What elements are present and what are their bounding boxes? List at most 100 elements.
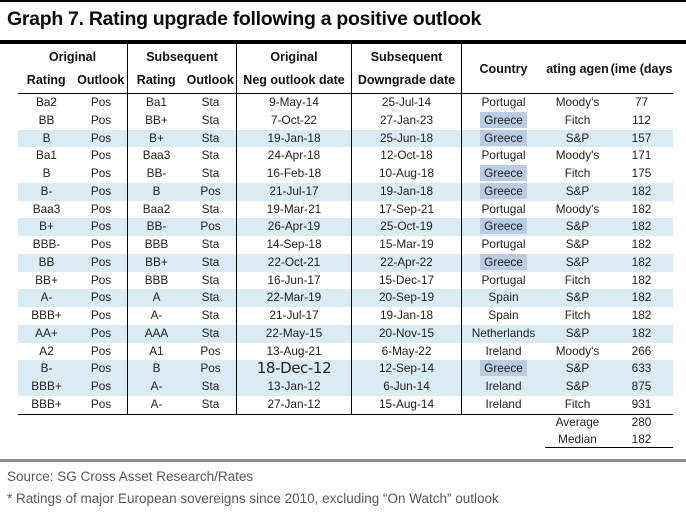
cell-neg-outlook-date: 21-Jul-17 [237, 307, 352, 325]
cell-downgrade-date: 17-Sep-21 [352, 200, 462, 219]
cell-rating-agency: S&P [565, 290, 590, 305]
cell-subsequent-outlook: Sta [185, 165, 237, 183]
cell-subsequent-outlook: Pos [185, 182, 237, 201]
cell-original-outlook: Pos [75, 289, 128, 308]
cell-subsequent-rating: AAA [144, 325, 169, 340]
figure-title: Graph 7. Rating upgrade following a posi… [7, 8, 482, 30]
cell-neg-outlook-date: 22-Oct-21 [237, 253, 352, 272]
cell-downgrade-date: 25-Jul-14 [352, 94, 462, 112]
cell-subsequent-outlook: Sta [185, 236, 237, 254]
cell-downgrade-date: 25-Oct-19 [352, 218, 462, 237]
cell-time-days: 112 [632, 112, 651, 127]
header-subsequent-outlook: Outlook [186, 73, 234, 87]
cell-subsequent-outlook: Sta [185, 111, 237, 130]
country-highlight: Greece [480, 218, 527, 235]
header-subsequent-rating: Rating [136, 73, 176, 87]
cell-country: Portugal [481, 201, 526, 216]
cell-original-outlook: Pos [75, 218, 128, 237]
table-row: BBB+ Pos A- Sta 21-Jul-17 19-Jan-18 Spain Fitch… [18, 307, 673, 325]
cell-country: Greece [462, 182, 545, 201]
header-original-outlook: Outlook [77, 73, 125, 87]
cell-time-days: 875 [631, 379, 652, 394]
cell-original-outlook: Pos [75, 324, 128, 343]
cell-original-outlook: Pos [75, 236, 128, 254]
footer-divider-rule [0, 459, 686, 462]
table-row: BBB+ Pos A- Sta 27-Jan-12 15-Aug-14 Ireland Fit… [18, 396, 673, 414]
footer: Source: SG Cross Asset Research/Rates * … [7, 466, 683, 509]
cell-subsequent-outlook: Sta [185, 271, 237, 290]
cell-rating-agency: Moody's [555, 95, 600, 109]
cell-rating-agency: S&P [565, 219, 590, 234]
cell-country: Ireland [485, 379, 522, 394]
header-neg-outlook-sub: Neg outlook date [243, 73, 345, 87]
table-row: B Pos B+ Sta 19-Jan-18 25-Jun-18 Greece S&P 157 [18, 129, 673, 148]
cell-country: Greece [462, 360, 545, 378]
cell-country: Portugal [481, 237, 526, 252]
cell-subsequent-rating: BBB [144, 272, 169, 287]
cell-time-days: 266 [631, 343, 652, 358]
cell-time-days: 182 [631, 237, 652, 252]
cell-original-rating: BBB+ [31, 308, 62, 323]
cell-time-days: 182 [631, 219, 652, 234]
cell-downgrade-date: 19-Jan-18 [352, 307, 462, 325]
cell-original-rating: B+ [39, 219, 54, 234]
table-row: A2 Pos A1 Pos 13-Aug-21 6-May-22 Ireland Moody'… [18, 342, 673, 361]
cell-rating-agency: Moody's [555, 201, 600, 216]
cell-subsequent-rating: BB+ [145, 112, 168, 127]
cell-time-days: 182 [631, 183, 652, 198]
cell-country: Portugal [481, 148, 526, 163]
header-original-title: Original [48, 50, 97, 64]
cell-rating-agency: S&P [565, 183, 590, 198]
cell-time-days: 175 [631, 166, 652, 181]
cell-neg-outlook-date: 19-Jan-18 [237, 129, 352, 148]
header-neg-outlook-title: Original [270, 50, 318, 64]
cell-subsequent-outlook: Sta [185, 129, 237, 148]
cell-neg-outlook-date: 9-May-14 [237, 94, 352, 112]
cell-downgrade-date: 10-Aug-18 [352, 165, 462, 183]
country-highlight: Greece [480, 111, 527, 128]
cell-downgrade-date: 22-Apr-22 [352, 253, 462, 272]
header-country-agency-time-group: Country ating agen (ime (days [462, 44, 673, 93]
cell-subsequent-rating: BB- [146, 166, 167, 181]
table-row: B Pos BB- Sta 16-Feb-18 10-Aug-18 Greece Fitch 1… [18, 165, 673, 183]
cell-original-rating: BBB+ [31, 379, 62, 394]
table-header: Original Rating Outlook Subsequent Ratin… [18, 44, 673, 94]
country-highlight: Greece [480, 182, 527, 199]
table-row: Ba2 Pos Ba1 Sta 9-May-14 25-Jul-14 Portugal Moo… [18, 94, 673, 112]
cell-original-rating: BBB- [32, 237, 61, 252]
cell-original-outlook: Pos [75, 200, 128, 219]
cell-country: Ireland [485, 343, 522, 358]
cell-downgrade-date: 12-Oct-18 [352, 147, 462, 166]
cell-subsequent-rating: B [152, 183, 161, 198]
cell-neg-outlook-date: 13-Aug-21 [237, 342, 352, 361]
cell-original-outlook: Pos [75, 129, 128, 148]
cell-original-rating: A- [40, 290, 53, 305]
summary-spacer [18, 414, 545, 431]
table-row: A- Pos A Sta 22-Mar-19 20-Sep-19 Spain S&P 182 [18, 289, 673, 308]
cell-original-outlook: Pos [75, 360, 128, 379]
table-row: B- Pos B Pos 18-Dec-12 12-Sep-14 Greece S&P 633 [18, 360, 673, 379]
table-row: BBB- Pos BBB Sta 14-Sep-18 15-Mar-19 Portugal S… [18, 236, 673, 254]
summary-spacer [18, 431, 545, 448]
cell-original-outlook: Pos [75, 307, 128, 325]
table-row: BBB+ Pos A- Sta 13-Jan-12 6-Jun-14 Ireland S&P 8… [18, 378, 673, 397]
header-neg-outlook-group: Original Neg outlook date [237, 44, 352, 93]
cell-rating-agency: S&P [565, 325, 590, 340]
cell-original-outlook: Pos [75, 253, 128, 272]
cell-time-days: 171 [631, 148, 652, 163]
table-row: Ba1 Pos Baa3 Sta 24-Apr-18 12-Oct-18 Portugal M… [18, 147, 673, 166]
header-subsequent-group: Subsequent Rating Outlook [128, 44, 237, 93]
cell-country: Greece [462, 253, 545, 272]
cell-subsequent-rating: BB+ [145, 254, 168, 269]
cell-original-outlook: Pos [75, 94, 128, 112]
cell-subsequent-rating: A- [150, 397, 163, 412]
cell-original-rating: Ba1 [36, 148, 57, 163]
cell-original-outlook: Pos [75, 271, 128, 290]
cell-downgrade-date: 12-Sep-14 [352, 360, 462, 379]
cell-rating-agency: S&P [565, 254, 590, 269]
header-country: Country [479, 61, 528, 76]
cell-time-days: 182 [631, 325, 652, 340]
cell-time-days: 182 [631, 201, 652, 216]
cell-neg-outlook-date: 24-Apr-18 [237, 147, 352, 166]
